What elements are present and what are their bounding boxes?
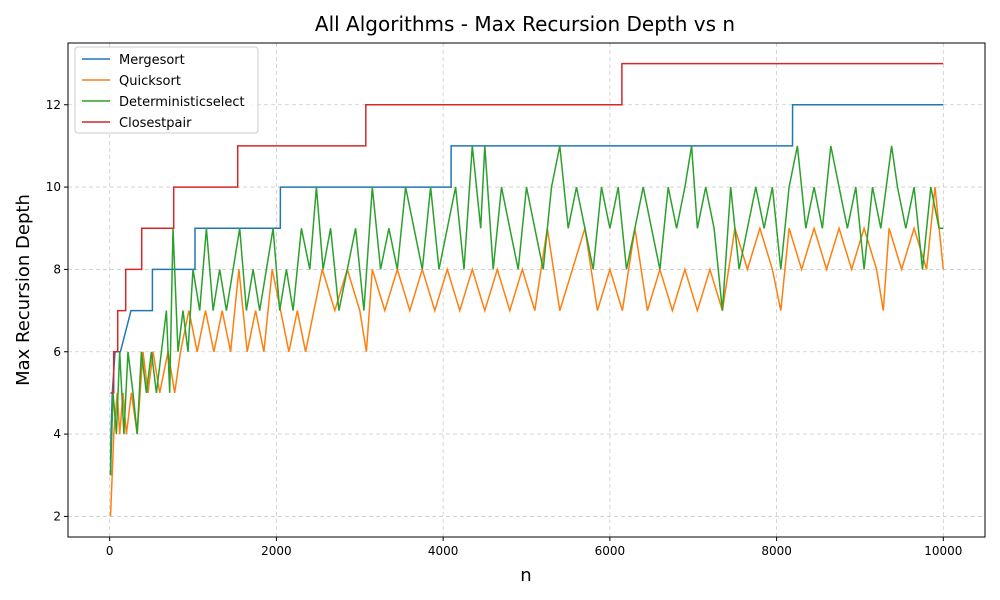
series-line-quicksort (109, 187, 945, 517)
y-tick-label: 10 (46, 180, 61, 194)
x-axis-label: n (520, 565, 531, 586)
y-tick-label: 8 (53, 262, 61, 276)
y-tick-label: 2 (53, 509, 61, 523)
y-tick-label: 12 (46, 98, 61, 112)
y-axis-label: Max Recursion Depth (13, 194, 34, 386)
x-tick-label: 8000 (761, 544, 792, 558)
x-tick-label: 10000 (924, 544, 962, 558)
chart-title: All Algorithms - Max Recursion Depth vs … (315, 12, 735, 36)
series-line-deterministicselect (109, 145, 944, 476)
plot-area-frame (67, 42, 986, 538)
y-tick-label: 6 (53, 345, 61, 359)
x-tick-label: 4000 (428, 544, 459, 558)
legend-label-deterministicselect: Deterministicselect (119, 95, 245, 110)
legend-label-mergesort: Mergesort (119, 53, 185, 68)
legend-label-quicksort: Quicksort (119, 74, 181, 89)
x-tick-label: 0 (106, 544, 114, 558)
legend-box (74, 46, 259, 134)
series-layer (109, 62, 945, 517)
y-tick-label: 4 (53, 427, 61, 441)
legend: Mergesort Quicksort Deterministicselect Clo… (74, 46, 259, 134)
series-line-closestpair (110, 62, 944, 394)
x-tick-label: 2000 (261, 544, 292, 558)
axis-ticks: 0 2000 4000 6000 8000 10000 2 4 6 8 10 12 (46, 98, 963, 558)
x-tick-label: 6000 (595, 544, 626, 558)
legend-label-closestpair: Closestpair (119, 116, 192, 131)
